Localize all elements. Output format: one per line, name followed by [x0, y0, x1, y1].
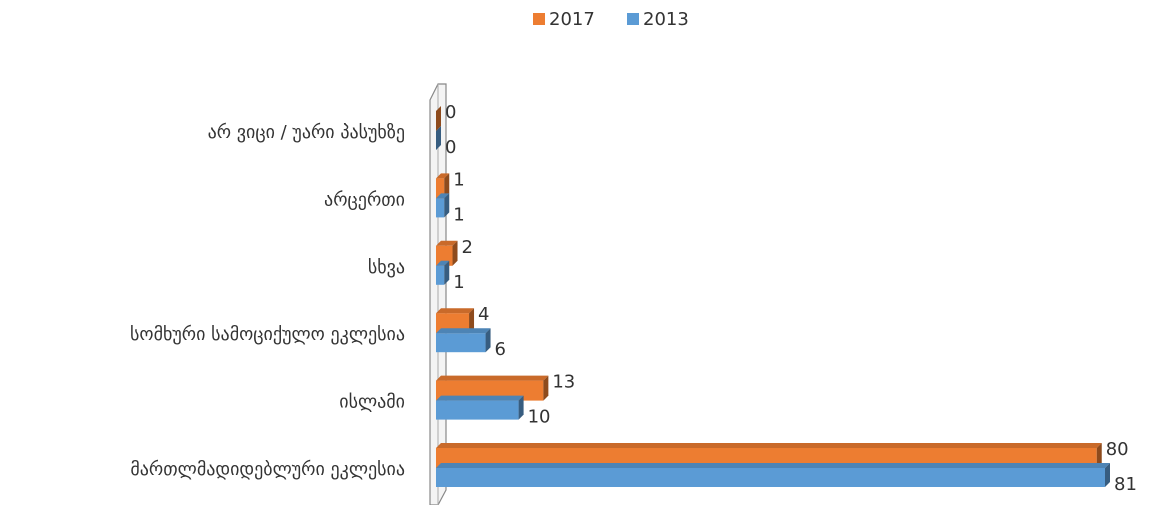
bar-front: [436, 468, 1105, 487]
bar-top: [436, 443, 1102, 448]
bar-top: [436, 308, 475, 314]
legend-label: 2017: [549, 9, 595, 30]
bar-front: [436, 333, 486, 353]
bar-side: [436, 126, 441, 150]
bar: [436, 328, 491, 353]
bar-side: [1105, 463, 1110, 487]
value-label: 0: [445, 102, 456, 123]
value-label: 13: [552, 372, 575, 393]
value-label: 1: [453, 272, 464, 293]
value-label: 1: [453, 169, 464, 190]
category-label: სხვა: [368, 257, 405, 278]
legend-swatch: [533, 13, 545, 25]
bar-side: [485, 328, 491, 353]
value-label: 81: [1114, 474, 1137, 495]
bar-side: [444, 193, 450, 218]
value-label: 2: [462, 237, 473, 258]
bar: [436, 173, 450, 199]
bar-front: [436, 178, 445, 199]
bar-side: [543, 375, 549, 401]
value-label: 4: [478, 304, 489, 325]
category-label: სომხური სამოციქულო ეკლესია: [130, 324, 405, 345]
value-label: 1: [453, 204, 464, 225]
category-label: მართლმადიდებლური ეკლესია: [130, 459, 405, 480]
bar-side: [1096, 443, 1102, 468]
bar-front: [436, 400, 519, 420]
bar-side: [518, 395, 524, 420]
bar-top: [436, 328, 491, 334]
bar: [436, 395, 524, 420]
bar: [436, 193, 450, 218]
bar-top: [436, 193, 450, 199]
value-label: 6: [495, 339, 506, 360]
bar: [436, 126, 441, 150]
category-label: არ ვიცი / უარი პასუხზე: [208, 122, 405, 143]
bar-front: [436, 265, 445, 285]
bar-top: [436, 375, 549, 381]
bar: [436, 260, 450, 285]
bar-front: [436, 198, 445, 218]
bar-top: [436, 173, 450, 179]
value-label: 80: [1106, 439, 1129, 460]
bar-side: [452, 240, 458, 266]
bar: [436, 463, 1110, 487]
value-label: 0: [445, 137, 456, 158]
bar-top: [436, 260, 450, 266]
bar-side: [444, 173, 450, 199]
bar-top: [436, 240, 458, 246]
bar-side: [444, 260, 450, 285]
value-label: 10: [528, 407, 551, 428]
bar-top: [436, 395, 524, 401]
bar-side: [469, 308, 475, 334]
legend-swatch: [627, 13, 639, 25]
category-label: არცერთი: [324, 189, 405, 210]
legend-label: 2013: [643, 9, 689, 30]
category-label: ისლამი: [339, 392, 405, 413]
bar: [436, 106, 441, 131]
bar-side: [436, 106, 441, 131]
bar-top: [436, 463, 1110, 468]
